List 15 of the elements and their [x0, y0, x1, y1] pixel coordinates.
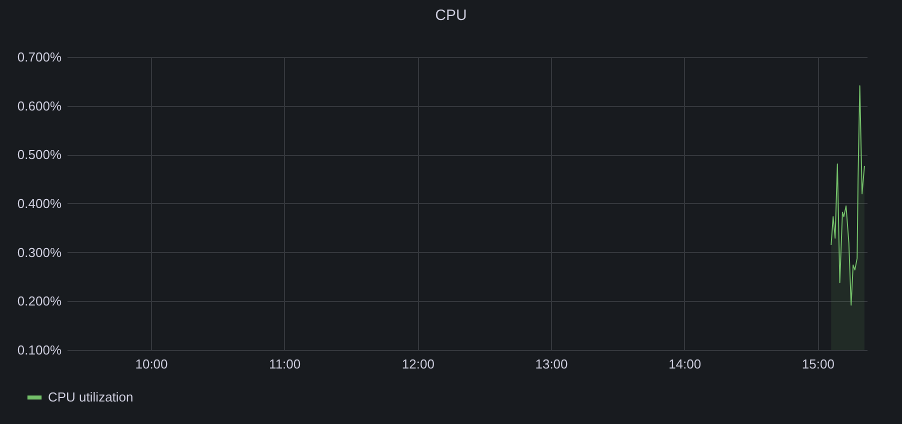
- x-tick-label: 11:00: [269, 356, 301, 372]
- x-tick-label: 12:00: [402, 356, 434, 372]
- y-tick-label: 0.700%: [17, 50, 62, 64]
- y-tick-label: 0.400%: [17, 196, 62, 211]
- x-tick-label: 15:00: [802, 356, 834, 372]
- legend-label: CPU utilization: [48, 390, 134, 404]
- x-tick-label: 10:00: [135, 356, 168, 372]
- y-tick-label: 0.300%: [17, 244, 62, 260]
- y-tick-label: 0.200%: [17, 294, 62, 309]
- x-tick-label: 14:00: [668, 356, 702, 372]
- y-tick-label: 0.100%: [17, 342, 62, 358]
- chart-title: CPU: [435, 7, 467, 24]
- y-tick-label: 0.600%: [17, 98, 62, 114]
- y-tick-label: 0.500%: [17, 147, 62, 162]
- x-tick-label: 13:00: [535, 356, 568, 372]
